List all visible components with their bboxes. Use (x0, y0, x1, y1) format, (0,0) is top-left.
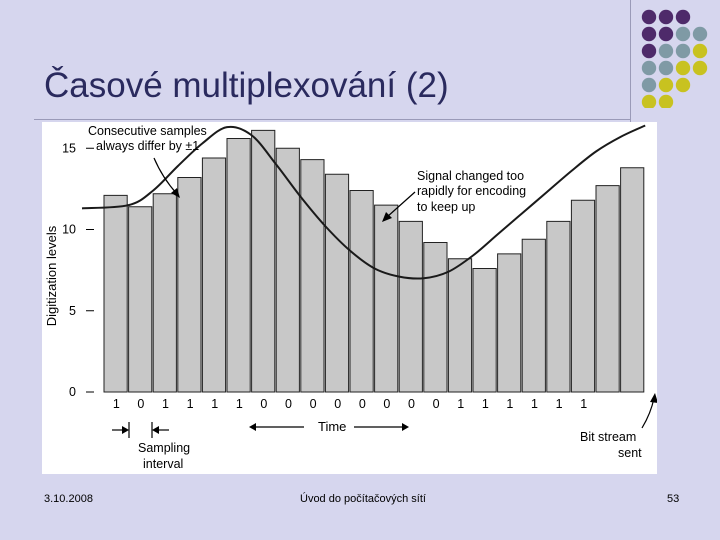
bit-label: 1 (580, 397, 587, 411)
decorative-dot (658, 94, 674, 108)
decorative-dot (675, 26, 691, 42)
decorative-dot (641, 26, 657, 42)
decorative-dot (658, 77, 674, 93)
bit-label: 0 (137, 397, 144, 411)
sample-bar (201, 157, 227, 393)
slide-title: Časové multiplexování (2) (44, 66, 449, 105)
y-tick-label: 5 (69, 304, 76, 318)
arrowhead-consecutive (171, 188, 180, 198)
sample-bar (546, 220, 571, 393)
sample-bar (398, 220, 423, 393)
decorative-dot (675, 60, 691, 76)
annotation-sampling-line2: interval (143, 457, 183, 471)
bit-label: 1 (482, 397, 489, 411)
sample-bar (620, 167, 645, 393)
bit-label: 0 (285, 397, 292, 411)
decorative-dot (692, 26, 708, 42)
annotation-signal-line1: Signal changed too (417, 169, 524, 183)
sample-bar (423, 242, 448, 393)
arrowhead-signal (382, 212, 392, 222)
bit-label: 0 (383, 397, 390, 411)
sample-bar (324, 173, 350, 393)
sample-bar (447, 258, 473, 393)
bit-label: 0 (359, 397, 366, 411)
sample-bar (251, 129, 276, 393)
bit-label: 1 (506, 397, 513, 411)
sample-bar (472, 268, 497, 393)
bit-label: 1 (187, 397, 194, 411)
bit-label: 0 (334, 397, 341, 411)
decorative-dot (675, 9, 691, 25)
bit-label: 1 (236, 397, 243, 411)
decorative-dot (658, 9, 674, 25)
bit-label: 0 (310, 397, 317, 411)
sample-bar (570, 199, 596, 393)
sample-bar (152, 193, 177, 393)
sample-bar (103, 194, 128, 393)
annotation-bitstream-line2: sent (618, 446, 642, 460)
x-axis-label: Time (318, 419, 346, 434)
footer-date: 3.10.2008 (44, 493, 93, 505)
decorative-dot (641, 9, 657, 25)
sample-bar (177, 177, 202, 393)
decorative-dot (658, 43, 674, 59)
sample-bar (349, 190, 374, 393)
bit-label: 1 (556, 397, 563, 411)
signal-curve (81, 124, 646, 280)
sample-bar (275, 147, 300, 393)
time-arrowhead-left (249, 423, 256, 431)
decorative-dot (675, 43, 691, 59)
decorative-dot (658, 26, 674, 42)
corner-divider (630, 0, 631, 122)
sample-bar (497, 253, 522, 393)
annotation-bitstream-line1: Bit stream (580, 430, 636, 444)
decorative-dot (658, 60, 674, 76)
decorative-dot (641, 60, 657, 76)
annotation-consecutive-line2: always differ by ±1 (96, 139, 199, 153)
arrow-consecutive (153, 157, 178, 195)
bit-label: 0 (408, 397, 415, 411)
bit-label: 1 (113, 397, 120, 411)
annotation-sampling-line1: Sampling (138, 441, 190, 455)
sample-bar (374, 204, 399, 393)
footer-course-title: Úvod do počítačových sítí (300, 493, 426, 505)
arrowhead-bitstream (650, 393, 657, 403)
decorative-dot (641, 43, 657, 59)
y-axis-label: Digitization levels (44, 225, 59, 326)
decorative-dot (641, 77, 657, 93)
decorative-dot-grid (641, 9, 708, 108)
bit-label: 1 (211, 397, 218, 411)
bit-label: 0 (433, 397, 440, 411)
sample-bar (521, 238, 546, 393)
decorative-dot (641, 94, 657, 108)
y-tick-label: 15 (62, 141, 76, 155)
sampling-arrowhead-left (122, 426, 129, 434)
arrow-bitstream (641, 397, 655, 429)
decorative-dot (692, 60, 708, 76)
time-arrowhead-right (402, 423, 409, 431)
decorative-dot (692, 43, 708, 59)
y-tick-label: 0 (69, 385, 76, 399)
sample-bar (300, 159, 325, 393)
y-tick-label: 10 (62, 223, 76, 237)
sample-bar (595, 185, 620, 393)
annotation-consecutive-line1: Consecutive samples (88, 124, 207, 138)
annotation-signal-line2: rapidly for encoding (417, 184, 526, 198)
bit-label: 1 (457, 397, 464, 411)
footer-page-number: 53 (667, 493, 680, 505)
title-divider (34, 119, 630, 120)
decorative-dot (675, 77, 691, 93)
annotation-signal-line3: to keep up (417, 200, 475, 214)
sample-bar (226, 138, 251, 393)
bit-label: 1 (162, 397, 169, 411)
bit-label: 0 (260, 397, 267, 411)
sample-bar (128, 206, 153, 393)
bit-label: 1 (531, 397, 538, 411)
sampling-arrowhead-right (152, 426, 159, 434)
arrow-signal (386, 191, 416, 218)
